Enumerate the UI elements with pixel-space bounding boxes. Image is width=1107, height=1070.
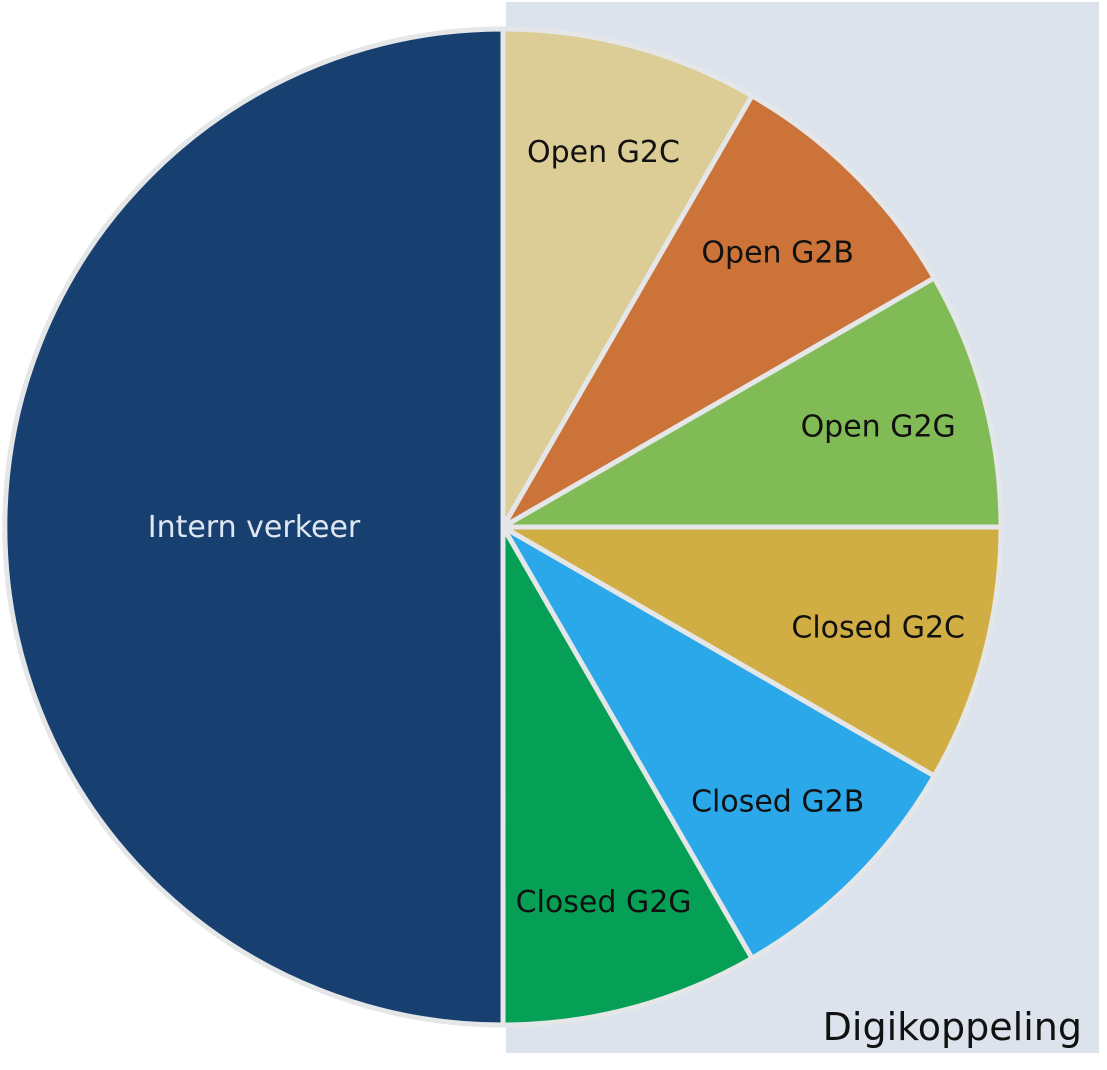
slice-label-closed-g2c: Closed G2C (791, 611, 965, 646)
pie-slices (2, 26, 1004, 1028)
slice-label-closed-g2b: Closed G2B (691, 785, 864, 820)
slice-open-g2g (500, 275, 1004, 530)
digikoppeling-caption: Digikoppeling (823, 1005, 1082, 1049)
slice-closed-g2c (500, 524, 1004, 779)
slice-open-g2c (500, 26, 755, 530)
slice-label-intern-verkeer: Intern verkeer (148, 510, 361, 545)
slice-closed-g2b (500, 524, 937, 961)
slice-label-closed-g2g: Closed G2G (516, 885, 692, 920)
slice-label-open-g2g: Open G2G (801, 410, 956, 445)
slice-open-g2b (500, 93, 937, 530)
pie-labels: Open G2C Open G2B Open G2G Closed G2C Closed… (148, 135, 965, 920)
slice-label-open-g2b: Open G2B (701, 235, 854, 270)
slice-label-open-g2c: Open G2C (527, 135, 680, 170)
slice-closed-g2g (500, 524, 755, 1028)
slice-intern-verkeer (2, 26, 506, 1028)
